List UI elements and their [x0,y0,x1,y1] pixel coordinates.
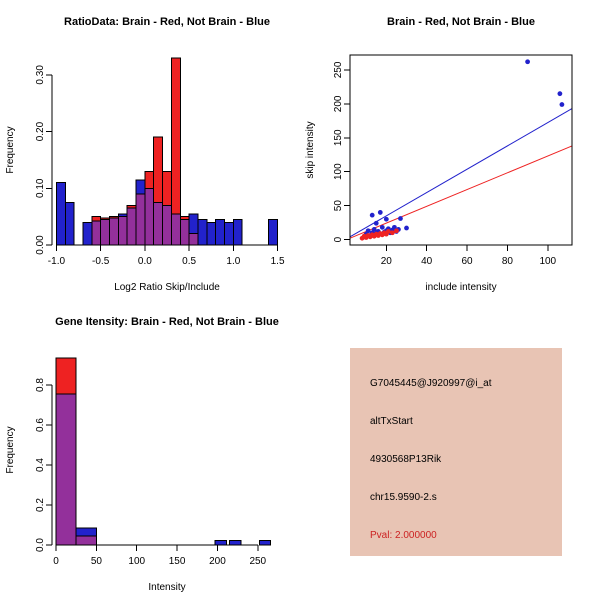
svg-text:1.5: 1.5 [271,256,285,267]
svg-text:40: 40 [421,256,433,267]
svg-text:0.4: 0.4 [35,458,46,472]
svg-text:50: 50 [333,200,344,212]
info-line-probe-id: G7045445@J920997@i_at [370,378,492,389]
svg-text:0.2: 0.2 [35,498,46,512]
svg-text:20: 20 [381,256,393,267]
svg-text:Brain - Red, Not Brain - Blue: Brain - Red, Not Brain - Blue [387,16,535,28]
gene-intensity-histogram-chart: 0 50 100 150 200 250 0.0 0.2 0.4 0.6 0.8 Gene Itens… [0,300,300,600]
svg-text:0.6: 0.6 [35,418,46,432]
svg-text:skip intensity: skip intensity [305,121,316,178]
svg-text:Log2 Ratio Skip/Include: Log2 Ratio Skip/Include [114,282,220,293]
info-line-location: chr15.9590-2.s [370,492,437,503]
svg-text:Frequency: Frequency [5,426,16,473]
info-line-gene-symbol: 4930568P13Rik [370,454,442,465]
svg-text:Intensity: Intensity [148,582,185,593]
svg-text:100: 100 [333,163,344,180]
svg-text:1.0: 1.0 [226,256,240,267]
svg-text:80: 80 [502,256,514,267]
ratio-histogram-chart: -1.0 -0.5 0.0 0.5 1.0 1.5 0.00 0.10 0.20 0.30 Rati… [0,0,300,300]
gene-info-box: G7045445@J920997@i_at altTxStart 4930568… [350,348,562,556]
svg-text:0: 0 [53,556,59,567]
svg-text:100: 100 [128,556,145,567]
svg-text:150: 150 [333,129,344,146]
svg-text:0.10: 0.10 [35,178,46,198]
svg-text:0.30: 0.30 [35,65,46,85]
gene-intensity-histogram-panel: 0 50 100 150 200 250 0.0 0.2 0.4 0.6 0.8 Gene Itens… [0,300,300,600]
svg-text:-0.5: -0.5 [92,256,110,267]
svg-text:0.5: 0.5 [182,256,196,267]
svg-text:0: 0 [333,236,344,242]
svg-text:200: 200 [209,556,226,567]
svg-text:include intensity: include intensity [425,282,496,293]
svg-text:0.0: 0.0 [35,538,46,552]
svg-text:60: 60 [461,256,473,267]
svg-text:250: 250 [249,556,266,567]
gene-info-panel: G7045445@J920997@i_at altTxStart 4930568… [300,300,600,600]
svg-text:250: 250 [333,61,344,78]
svg-text:Gene Itensity: Brain - Red, No: Gene Itensity: Brain - Red, Not Brain - … [55,316,279,328]
svg-text:0.20: 0.20 [35,121,46,141]
svg-text:50: 50 [91,556,103,567]
intensity-scatter-chart: 20 40 60 80 100 0 50 100 150 200 250 Brain - Red, N… [300,0,600,300]
svg-text:0.0: 0.0 [138,256,152,267]
svg-text:-1.0: -1.0 [48,256,66,267]
ratio-histogram-panel: -1.0 -0.5 0.0 0.5 1.0 1.5 0.00 0.10 0.20 0.30 Rati… [0,0,300,300]
intensity-scatter-panel: 20 40 60 80 100 0 50 100 150 200 250 Brain - Red, N… [300,0,600,300]
svg-text:200: 200 [333,95,344,112]
svg-text:100: 100 [539,256,556,267]
svg-text:Frequency: Frequency [5,126,16,173]
svg-text:150: 150 [169,556,186,567]
svg-text:RatioData: Brain - Red, Not Br: RatioData: Brain - Red, Not Brain - Blue [64,16,270,28]
svg-text:0.00: 0.00 [35,235,46,255]
info-line-event-type: altTxStart [370,416,413,427]
info-line-pvalue: Pval: 2.000000 [370,530,437,541]
svg-text:0.8: 0.8 [35,378,46,392]
